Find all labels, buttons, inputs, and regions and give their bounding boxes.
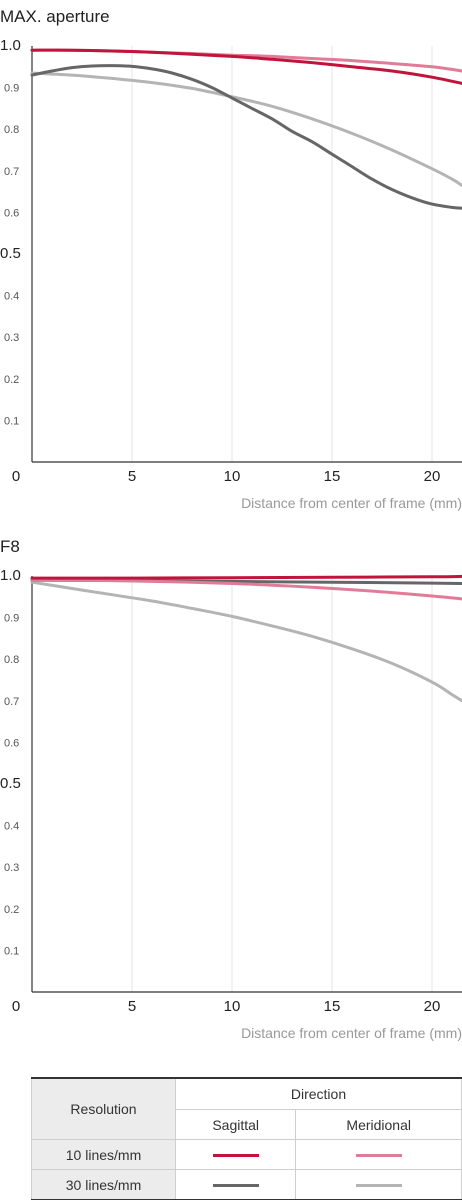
- legend-sagittal-cell: [174, 1169, 297, 1200]
- y-tick-label: 0.7: [4, 696, 19, 708]
- y-tick-label: 0.9: [4, 613, 19, 625]
- y-tick-label: 0.8: [4, 124, 19, 136]
- y-tick-label: 0.7: [4, 166, 19, 178]
- x-tick-label: 10: [224, 468, 241, 485]
- x-tick-label: 0: [12, 468, 20, 485]
- y-tick-label: 0.9: [4, 83, 19, 95]
- x-tick-label: 5: [128, 998, 136, 1015]
- legend-header-row: Resolution Direction: [31, 1077, 462, 1140]
- x-tick-label: 15: [324, 998, 341, 1015]
- series-line-m10: [30, 578, 462, 601]
- series-line-m10: [30, 48, 462, 73]
- y-tick-label: 1.0: [0, 567, 21, 584]
- series-line-m30: [30, 580, 462, 703]
- legend-direction-header: Direction: [175, 1077, 462, 1110]
- y-tick-label: 0.6: [4, 207, 19, 219]
- legend-swatch-meridional-30: [355, 1184, 402, 1188]
- chart-title: F8: [0, 537, 20, 556]
- legend-swatch-sagittal-10: [212, 1154, 259, 1158]
- x-tick-label: 0: [12, 998, 20, 1015]
- legend-resolution-header: Resolution: [31, 1077, 176, 1140]
- legend-swatch-sagittal-30: [212, 1184, 259, 1188]
- y-tick-label: 0.6: [4, 737, 19, 749]
- legend-row-label: 30 lines/mm: [31, 1169, 176, 1200]
- y-tick-label: 0.5: [0, 775, 21, 792]
- x-tick-label: 20: [424, 998, 441, 1015]
- legend-row-10: 10 lines/mm: [31, 1139, 462, 1170]
- y-tick-label: 0.3: [4, 332, 19, 344]
- series-line-s10: [30, 574, 462, 580]
- y-tick-label: 0.2: [4, 374, 19, 386]
- legend-meridional-cell: [295, 1169, 462, 1200]
- y-tick-label: 0.1: [4, 415, 19, 427]
- x-axis-label: Distance from center of frame (mm): [241, 495, 462, 511]
- legend-meridional-cell: [295, 1139, 462, 1170]
- x-tick-label: 10: [224, 998, 241, 1015]
- series-line-m30: [30, 71, 462, 187]
- mtf-chart-f8: F8 0.1 0.2 0.3 0.4 0.5 0.6 0.7 0.8 0.9 1.0 0 5 10 15 20…: [0, 537, 462, 1041]
- y-tick-label: 1.0: [0, 37, 21, 54]
- legend-row-30: 30 lines/mm: [31, 1169, 462, 1200]
- legend-swatch-meridional-10: [355, 1154, 402, 1158]
- y-tick-label: 0.3: [4, 862, 19, 874]
- x-axis-label: Distance from center of frame (mm): [241, 1025, 462, 1041]
- legend-row-label: 10 lines/mm: [31, 1139, 176, 1170]
- series-line-s30: [30, 64, 462, 210]
- chart-title: MAX. aperture: [0, 7, 110, 26]
- legend-sagittal-cell: [174, 1139, 297, 1170]
- x-tick-label: 15: [324, 468, 341, 485]
- mtf-legend-table: Resolution Direction Sagittal Meridional…: [31, 1077, 462, 1200]
- y-tick-label: 0.5: [0, 245, 21, 262]
- legend-meridional-header: Meridional: [295, 1109, 462, 1140]
- y-tick-label: 0.4: [4, 291, 19, 303]
- y-tick-label: 0.1: [4, 945, 19, 957]
- y-tick-label: 0.4: [4, 821, 19, 833]
- series-line-s10: [30, 48, 462, 85]
- x-tick-label: 20: [424, 468, 441, 485]
- mtf-chart-max-aperture: MAX. aperture 0.1 0.2 0.3 0.4 0.5 0.6 0.7 0.8 0.9…: [0, 7, 462, 511]
- x-tick-label: 5: [128, 468, 136, 485]
- y-tick-label: 0.8: [4, 654, 19, 666]
- legend-sagittal-header: Sagittal: [174, 1109, 297, 1140]
- y-tick-label: 0.2: [4, 904, 19, 916]
